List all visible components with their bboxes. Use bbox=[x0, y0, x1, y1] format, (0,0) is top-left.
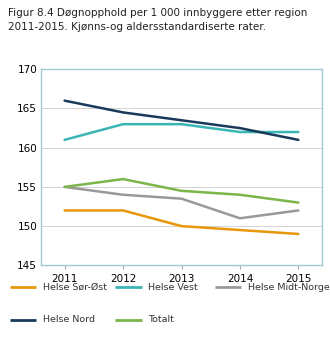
Text: Helse Vest: Helse Vest bbox=[148, 283, 198, 292]
Text: Helse Sør-Øst: Helse Sør-Øst bbox=[43, 283, 107, 292]
Text: Helse Midt-Norge: Helse Midt-Norge bbox=[248, 283, 329, 292]
Text: Figur 8.4 Døgnopphold per 1 000 innbyggere etter region
2011-2015. Kjønns-og ald: Figur 8.4 Døgnopphold per 1 000 innbygge… bbox=[8, 8, 308, 32]
Text: Helse Nord: Helse Nord bbox=[43, 315, 95, 324]
Text: Totalt: Totalt bbox=[148, 315, 174, 324]
